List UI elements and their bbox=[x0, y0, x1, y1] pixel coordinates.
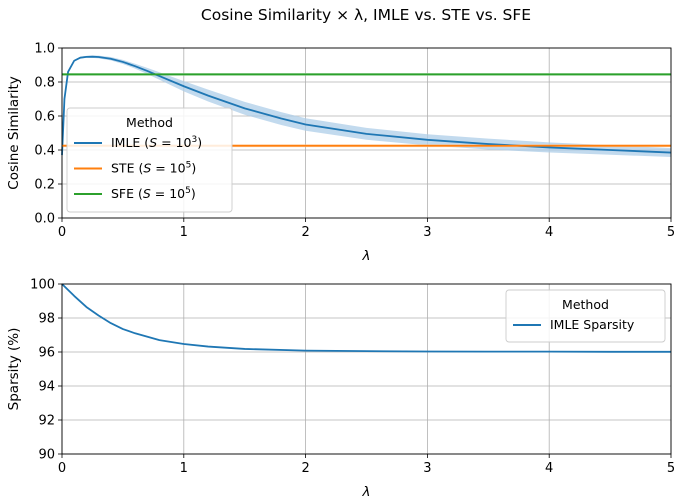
x-tick-label: 5 bbox=[667, 461, 675, 476]
y-tick-label: 0.4 bbox=[34, 144, 55, 159]
y-tick-label: 0.2 bbox=[34, 178, 55, 193]
x-tick-label: 2 bbox=[301, 461, 309, 476]
x-tick-label: 3 bbox=[423, 225, 431, 240]
x-tick-label: 5 bbox=[667, 225, 675, 240]
legend-entry-exp: 5 bbox=[186, 161, 192, 171]
legend-entry-var: S bbox=[149, 135, 157, 150]
legend-entry-close: ) bbox=[191, 186, 196, 201]
y-tick-label: 96 bbox=[38, 346, 55, 361]
sparsity-panel: 0 1 2 3 4 5 90 92 94 96 98 100 λ Sparsity (%) Meth… bbox=[6, 278, 675, 501]
legend-entry-eq: = 10 bbox=[151, 186, 185, 201]
y-tick-label: 94 bbox=[38, 380, 55, 395]
legend-title: Method bbox=[126, 115, 173, 130]
legend-entry-var: S bbox=[143, 161, 151, 176]
cosine-y-axis-label: Cosine Similarity bbox=[6, 76, 22, 189]
x-tick-label: 4 bbox=[545, 225, 553, 240]
legend-entry: STE (S = 105) bbox=[111, 161, 196, 176]
y-tick-label: 100 bbox=[30, 278, 55, 293]
legend-entry: SFE (S = 105) bbox=[111, 186, 196, 201]
legend-entry-eq: = 10 bbox=[151, 161, 185, 176]
sparsity-series-lines bbox=[61, 283, 671, 353]
cosine-similarity-panel: 0 1 2 3 4 5 0.0 0.2 0.4 0.6 0.8 1.0 λ Cosine Simil… bbox=[6, 42, 675, 265]
legend-title: Method bbox=[562, 297, 609, 312]
legend-entry: IMLE Sparsity bbox=[550, 317, 635, 332]
x-tick-label: 1 bbox=[180, 225, 188, 240]
y-tick-label: 0.6 bbox=[34, 110, 55, 125]
legend-entry-name: SFE ( bbox=[111, 186, 143, 201]
y-tick-label: 98 bbox=[38, 312, 55, 327]
x-tick-label: 0 bbox=[58, 225, 66, 240]
legend-entry-name: STE ( bbox=[111, 161, 143, 176]
y-tick-label: 1.0 bbox=[34, 42, 55, 57]
cosine-y-ticks: 0.0 0.2 0.4 0.6 0.8 1.0 bbox=[34, 42, 62, 227]
series-line-imle-sparsity bbox=[61, 283, 671, 353]
legend-box bbox=[66, 107, 233, 213]
sparsity-y-axis-label: Sparsity (%) bbox=[6, 328, 22, 411]
legend-entry-close: ) bbox=[191, 161, 196, 176]
legend-entry-exp: 5 bbox=[185, 186, 191, 196]
y-tick-label: 90 bbox=[38, 448, 55, 463]
y-tick-label: 0.8 bbox=[34, 76, 55, 91]
sparsity-plot-frame bbox=[61, 283, 672, 455]
legend-entry-eq: = 10 bbox=[157, 135, 191, 150]
x-tick-label: 2 bbox=[301, 225, 309, 240]
cosine-x-ticks: 0 1 2 3 4 5 bbox=[58, 218, 675, 240]
x-tick-label: 1 bbox=[180, 461, 188, 476]
figure-title: Cosine Similarity × λ, IMLE vs. STE vs. … bbox=[201, 6, 531, 24]
sparsity-x-ticks: 0 1 2 3 4 5 bbox=[58, 454, 675, 476]
cosine-plot-frame bbox=[61, 47, 672, 219]
sparsity-y-ticks: 90 92 94 96 98 100 bbox=[30, 278, 62, 463]
sparsity-legend: Method IMLE Sparsity bbox=[505, 289, 666, 343]
cosine-x-axis-label: λ bbox=[362, 248, 371, 264]
legend-entry-name: IMLE ( bbox=[111, 135, 149, 150]
legend-entry-var: S bbox=[143, 186, 151, 201]
legend-entry-exp: 3 bbox=[191, 135, 197, 145]
x-tick-label: 4 bbox=[545, 461, 553, 476]
legend-box bbox=[505, 289, 666, 343]
y-tick-label: 92 bbox=[38, 414, 55, 429]
legend-entry: IMLE (S = 103) bbox=[111, 135, 202, 150]
x-tick-label: 3 bbox=[423, 461, 431, 476]
x-tick-label: 0 bbox=[58, 461, 66, 476]
legend-entry-close: ) bbox=[197, 135, 202, 150]
y-tick-label: 0.0 bbox=[34, 212, 55, 227]
sparsity-x-axis-label: λ bbox=[362, 484, 371, 498]
